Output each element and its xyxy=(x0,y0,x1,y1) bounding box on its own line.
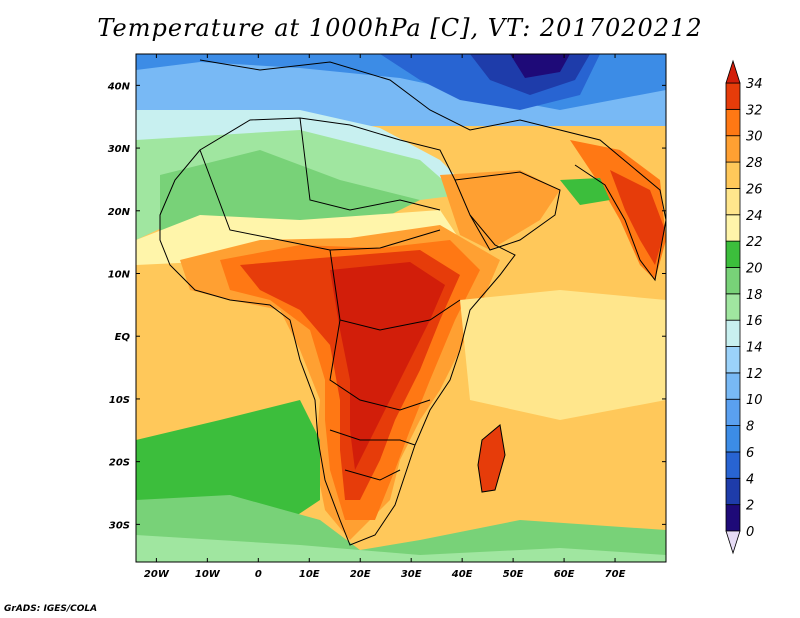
colorbar-label: 16 xyxy=(746,314,763,329)
colorbar-swatch xyxy=(725,504,741,532)
colorbar-swatch xyxy=(725,82,741,110)
map-frame xyxy=(135,53,667,563)
colorbar-max-arrow xyxy=(725,59,741,84)
coastline-borders xyxy=(159,59,666,546)
colorbar-swatch xyxy=(725,267,741,295)
x-tick-label: 0 xyxy=(255,569,262,580)
x-tick-label: 50E xyxy=(503,569,524,580)
colorbar-swatch xyxy=(725,161,741,189)
colorbar-label: 0 xyxy=(746,525,754,540)
colorbar-label: 14 xyxy=(746,341,763,356)
chart-title: Temperature at 1000hPa [C], VT: 20170202… xyxy=(97,14,703,42)
x-tick-label: 30E xyxy=(401,569,422,580)
x-tick-label: 70E xyxy=(605,569,626,580)
colorbar-swatch xyxy=(725,214,741,242)
y-tick-label: 30N xyxy=(108,144,131,155)
colorbar-label: 34 xyxy=(746,77,763,92)
y-axis: 40N 30N 20N 10N EQ 10S 20S 30S xyxy=(107,81,666,531)
x-tick-label: 10E xyxy=(299,569,320,580)
y-tick-label: EQ xyxy=(115,332,131,343)
colorbar-swatch xyxy=(725,108,741,137)
colorbar-label: 10 xyxy=(746,393,763,408)
colorbar-label: 4 xyxy=(746,472,754,487)
colorbar-swatch xyxy=(725,451,741,479)
colorbar-label: 8 xyxy=(746,420,754,435)
colorbar-label: 20 xyxy=(746,261,763,276)
colorbar-label: 22 xyxy=(746,235,763,250)
y-tick-label: 10S xyxy=(109,395,130,406)
x-tick-label: 10W xyxy=(195,569,221,580)
colorbar-label: 26 xyxy=(746,182,763,197)
y-tick-label: 40N xyxy=(107,81,131,92)
y-tick-label: 10N xyxy=(108,270,131,281)
x-tick-label: 20W xyxy=(144,569,170,580)
colorbar-label: 32 xyxy=(746,103,763,118)
colorbar-swatch xyxy=(725,425,741,453)
colorbar-swatch xyxy=(725,372,741,400)
y-tick-label: 20S xyxy=(109,458,130,469)
colorbar-label: 28 xyxy=(746,156,763,171)
temperature-field xyxy=(136,54,666,562)
colorbar-swatch xyxy=(725,346,741,374)
colorbar-swatch xyxy=(725,477,741,506)
colorbar-min-arrow xyxy=(725,530,741,555)
y-tick-label: 20N xyxy=(108,207,131,218)
colorbar-swatch xyxy=(725,293,741,321)
colorbar-swatch xyxy=(725,319,741,347)
colorbar-label: 18 xyxy=(746,288,763,303)
colorbar-label: 24 xyxy=(746,209,763,224)
colorbar-swatch xyxy=(725,135,741,163)
colorbar-label: 6 xyxy=(746,446,754,461)
colorbar-label: 30 xyxy=(746,130,763,145)
colorbar-swatch xyxy=(725,188,741,216)
footer-credit: GrADS: IGES/COLA xyxy=(4,604,98,614)
colorbar-label: 2 xyxy=(746,499,754,514)
colorbar-swatch xyxy=(725,398,741,426)
x-axis: 20W 10W 0 10E 20E 30E 40E 50E 60E 70E xyxy=(144,54,626,580)
x-tick-label: 60E xyxy=(554,569,575,580)
y-tick-label: 30S xyxy=(109,520,130,531)
colorbar-swatch xyxy=(725,240,741,268)
colorbar-label: 12 xyxy=(746,367,763,382)
x-tick-label: 20E xyxy=(350,569,371,580)
x-tick-label: 40E xyxy=(451,569,473,580)
